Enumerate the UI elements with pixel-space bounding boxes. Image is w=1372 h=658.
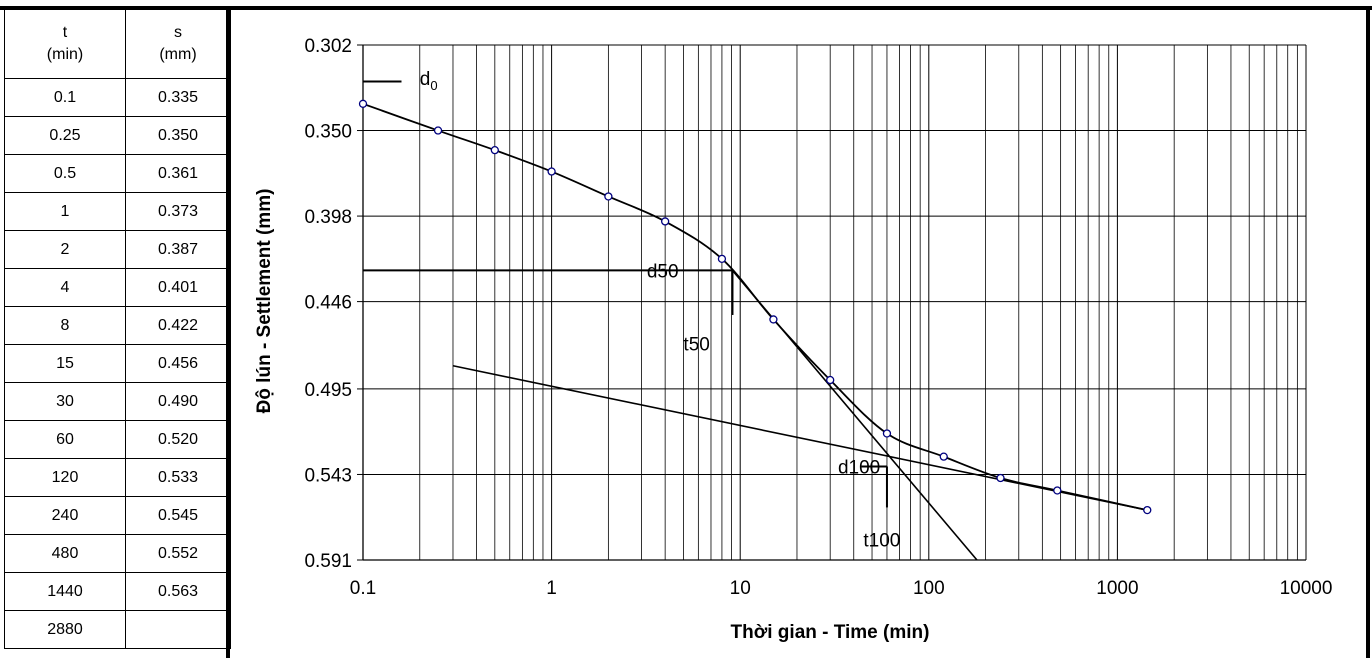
settlement-curve-line: [362, 102, 1148, 511]
y-tick-label: 0.591: [304, 551, 352, 572]
grid-lines: [362, 44, 1307, 561]
cell-settlement: 0.563: [125, 572, 231, 611]
table-row: 120 0.533: [4, 458, 231, 497]
data-point: [490, 145, 499, 155]
table-row: 240 0.545: [4, 496, 231, 535]
table-row: 1440 0.563: [4, 572, 231, 611]
data-point: [717, 254, 727, 263]
cell-settlement: 0.520: [125, 420, 231, 459]
x-tick-label: 1: [546, 578, 557, 599]
cell-time: 0.25: [4, 116, 126, 155]
cell-time: 4: [4, 268, 126, 307]
annotation-label: d0: [420, 69, 438, 93]
y-tick-labels: 0.302 0.350 0.398 0.446 0.495 0.543 0.591: [304, 36, 352, 572]
table-row: 30 0.490: [4, 382, 231, 421]
data-points: [358, 99, 1152, 515]
cell-time: 8: [4, 306, 126, 345]
construction-lines: [363, 80, 1148, 561]
cell-settlement: 0.373: [125, 192, 231, 231]
y-tick-label: 0.398: [304, 207, 352, 228]
header-settlement-label: s: [174, 24, 182, 41]
cell-time: 120: [4, 458, 126, 497]
header-time-unit: (min): [46, 46, 84, 63]
cell-settlement: 0.361: [125, 154, 231, 193]
cell-time: 1440: [4, 572, 126, 611]
annotation-label: d100: [838, 458, 880, 479]
data-point: [939, 452, 948, 461]
y-tick-label: 0.543: [304, 465, 352, 486]
data-point: [882, 429, 892, 438]
cell-settlement: 0.350: [125, 116, 231, 155]
y-tick-label: 0.446: [304, 293, 352, 314]
table-row: 480 0.552: [4, 534, 231, 573]
table-row: 15 0.456: [4, 344, 231, 383]
annotation-label: t100: [863, 531, 900, 552]
table-row: 4 0.401: [4, 268, 231, 307]
cell-time: 2880: [4, 610, 126, 649]
header-time: t (min): [4, 9, 126, 79]
data-point: [1143, 505, 1152, 515]
table-header-row: t (min) s (mm): [4, 9, 231, 79]
cell-settlement: 0.422: [125, 306, 231, 345]
settlement-curve: [362, 102, 1148, 511]
settlement-data-table: t (min) s (mm) 0.1 0.335 0.25 0.350 0.5 0.3…: [4, 9, 231, 649]
x-tick-label: 100: [913, 578, 945, 599]
table-row: 0.25 0.350: [4, 116, 231, 155]
x-tick-label: 10: [730, 578, 751, 599]
x-tick-label: 0.1: [350, 578, 376, 599]
table-row: 8 0.422: [4, 306, 231, 345]
data-point: [826, 375, 835, 385]
data-point: [1053, 486, 1062, 495]
x-tick-label: 1000: [1096, 578, 1138, 599]
data-point: [358, 99, 368, 108]
axes: [357, 44, 1306, 561]
cell-time: 0.5: [4, 154, 126, 193]
x-tick-label: 10000: [1280, 578, 1333, 599]
cell-time: 480: [4, 534, 126, 573]
data-point: [547, 167, 556, 176]
x-tick-labels: 0.1 1 10 100 1000 10000: [350, 578, 1333, 599]
cell-settlement: 0.335: [125, 78, 231, 117]
data-point: [769, 315, 778, 324]
y-tick-label: 0.302: [304, 36, 352, 57]
annotation-subscript: 0: [430, 78, 437, 93]
table-row: 0.5 0.361: [4, 154, 231, 193]
x-axis-label: Thời gian - Time (min): [731, 622, 930, 643]
annotation-label: t50: [683, 335, 709, 356]
annotation-label: d50: [647, 262, 679, 283]
cell-settlement: 0.490: [125, 382, 231, 421]
data-point: [433, 126, 443, 135]
annotations: d0 d50 t50 d100 t100: [420, 69, 901, 552]
y-axis-label: Độ lún - Settlement (mm): [254, 189, 275, 414]
cell-settlement: [125, 610, 231, 649]
data-point: [996, 473, 1005, 483]
y-tick-label: 0.495: [304, 380, 352, 401]
header-settlement-unit: (mm): [159, 46, 197, 63]
table-row: 2880: [4, 610, 231, 649]
data-point: [604, 192, 613, 201]
header-settlement: s (mm): [125, 9, 231, 79]
cell-time: 240: [4, 496, 126, 535]
y-tick-label: 0.350: [304, 122, 352, 143]
cell-settlement: 0.401: [125, 268, 231, 307]
table-row: 60 0.520: [4, 420, 231, 459]
data-point: [660, 217, 670, 226]
cell-time: 60: [4, 420, 126, 459]
header-time-label: t: [62, 24, 68, 41]
